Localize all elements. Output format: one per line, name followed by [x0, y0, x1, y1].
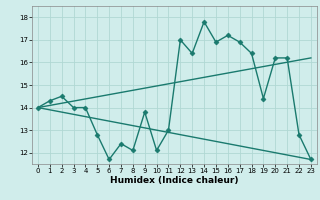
X-axis label: Humidex (Indice chaleur): Humidex (Indice chaleur) — [110, 176, 239, 185]
